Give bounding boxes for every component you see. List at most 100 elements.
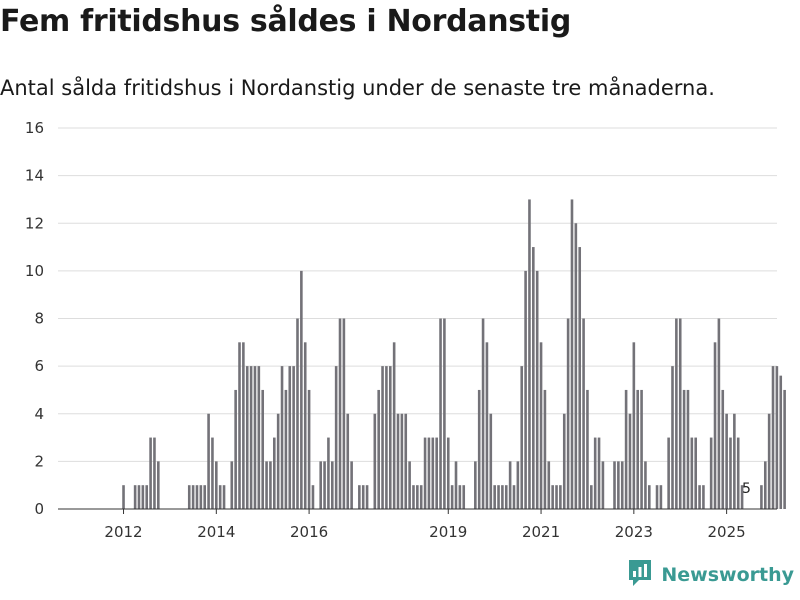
- bar: [323, 461, 326, 509]
- bar: [725, 413, 728, 509]
- bar: [477, 389, 481, 509]
- bar: [311, 485, 315, 509]
- bar: [249, 366, 253, 509]
- bar: [485, 342, 489, 509]
- bar: [539, 342, 543, 509]
- bar: [330, 461, 334, 509]
- bar: [547, 461, 551, 509]
- y-axis-ticks: 0 2 4 6 8 10 12 14 16: [25, 119, 44, 518]
- bar: [501, 485, 504, 509]
- bar: [733, 413, 736, 509]
- bar: [678, 318, 682, 509]
- bar: [450, 485, 454, 509]
- bar: [404, 413, 408, 509]
- bar: [686, 389, 690, 509]
- bar: [667, 437, 670, 509]
- bar: [296, 318, 299, 509]
- bar: [396, 413, 400, 509]
- bar: [245, 366, 249, 509]
- bar: [717, 318, 721, 509]
- y-tick-label-2: 2: [34, 452, 44, 470]
- bar: [462, 485, 466, 509]
- chart-title: Fem fritidshus såldes i Nordanstig: [0, 4, 572, 39]
- bar: [648, 485, 651, 509]
- x-tick-label-2014: 2014: [197, 523, 235, 541]
- bar: [775, 366, 779, 509]
- bar: [489, 413, 493, 509]
- bar: [238, 342, 241, 509]
- bar: [636, 389, 640, 509]
- bar: [586, 389, 589, 509]
- bar: [419, 485, 423, 509]
- bar: [218, 485, 222, 509]
- bar: [702, 485, 705, 509]
- bar: [524, 270, 527, 509]
- bar: [443, 318, 446, 509]
- y-tick-label-4: 4: [34, 405, 44, 423]
- bar: [365, 485, 369, 509]
- bar: [690, 437, 694, 509]
- bar: [230, 461, 234, 509]
- bar: [497, 485, 500, 509]
- bar: [601, 461, 605, 509]
- y-tick-label-6: 6: [34, 357, 44, 375]
- bar: [659, 485, 663, 509]
- bar: [446, 437, 450, 509]
- bar: [133, 485, 137, 509]
- bar: [593, 437, 597, 509]
- bar: [582, 318, 585, 509]
- bar: [760, 485, 763, 509]
- bar: [261, 389, 265, 509]
- bar: [307, 389, 311, 509]
- bar: [427, 437, 431, 509]
- annotations: 5: [742, 481, 751, 497]
- bar: [655, 485, 659, 509]
- bar: [682, 389, 686, 509]
- bar: [578, 247, 582, 509]
- bar: [149, 437, 152, 509]
- x-tick-label-2021: 2021: [522, 523, 560, 541]
- bar: [640, 389, 643, 509]
- bar: [617, 461, 620, 509]
- bar: [211, 437, 214, 509]
- bar: [242, 342, 245, 509]
- brand-name: Newsworthy: [661, 564, 794, 586]
- bar: [141, 485, 145, 509]
- bar: [675, 318, 678, 509]
- bar: [381, 366, 384, 509]
- bar: [269, 461, 272, 509]
- bar: [273, 437, 276, 509]
- x-axis-ticks: 2012 2014 2016 2019 2021 2023 2025: [104, 509, 746, 541]
- bar: [400, 413, 404, 509]
- bar: [481, 318, 485, 509]
- bar: [555, 485, 558, 509]
- bar: [543, 389, 547, 509]
- bar: [698, 485, 701, 509]
- bar: [408, 461, 411, 509]
- bar: [334, 366, 338, 509]
- gridlines: [58, 127, 777, 462]
- bar: [280, 366, 284, 509]
- bar: [234, 389, 237, 509]
- bar: [709, 437, 713, 509]
- bar: [508, 461, 512, 509]
- bar: [763, 461, 767, 509]
- bar: [767, 413, 771, 509]
- bars: [122, 199, 786, 509]
- bar: [783, 389, 786, 509]
- bar: [574, 223, 578, 509]
- bar: [620, 461, 624, 509]
- bar: [416, 485, 419, 509]
- bar: [303, 342, 307, 509]
- x-tick-label-2019: 2019: [429, 523, 467, 541]
- bar: [342, 318, 346, 509]
- bar: [284, 389, 288, 509]
- x-tick-label-2016: 2016: [290, 523, 328, 541]
- bar: [392, 342, 396, 509]
- bar: [157, 461, 160, 509]
- bar: [713, 342, 717, 509]
- bar: [215, 461, 218, 509]
- bar: [265, 461, 268, 509]
- bar: [137, 485, 141, 509]
